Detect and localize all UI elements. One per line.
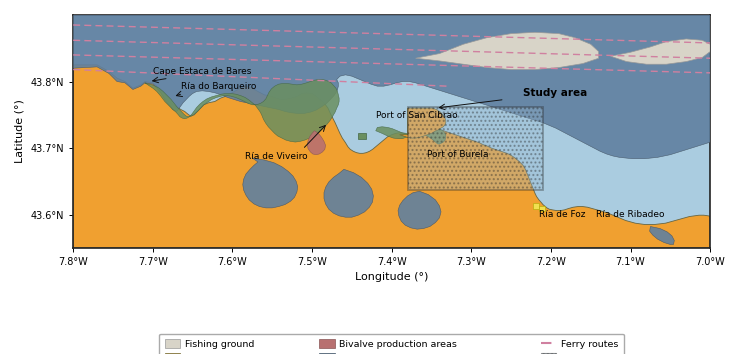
Polygon shape (376, 127, 445, 144)
Text: Cape Estaca de Bares: Cape Estaca de Bares (153, 67, 251, 76)
Polygon shape (416, 32, 599, 69)
Polygon shape (307, 131, 326, 155)
Text: Ría do Barqueiro: Ría do Barqueiro (181, 82, 257, 91)
Polygon shape (324, 169, 374, 217)
Polygon shape (243, 158, 297, 208)
Polygon shape (533, 203, 539, 209)
Polygon shape (400, 108, 445, 138)
Polygon shape (398, 191, 441, 229)
Bar (408, 107, 543, 190)
Text: Ría de Ribadeo: Ría de Ribadeo (596, 210, 665, 219)
Text: Port of Burela: Port of Burela (428, 150, 489, 159)
Polygon shape (73, 65, 710, 248)
Text: Port of San Cibrao: Port of San Cibrao (376, 111, 457, 120)
Polygon shape (650, 227, 674, 245)
Polygon shape (73, 15, 710, 159)
Polygon shape (358, 133, 366, 139)
Y-axis label: Latitude (°): Latitude (°) (15, 99, 25, 163)
Legend: Fishing ground, Mussel cultivation on rafts, Stock shellfish, Bivalve production: Fishing ground, Mussel cultivation on ra… (159, 333, 624, 354)
Polygon shape (145, 80, 339, 142)
Text: Ría de Foz: Ría de Foz (539, 210, 585, 219)
X-axis label: Longitude (°): Longitude (°) (355, 272, 428, 282)
Polygon shape (610, 39, 710, 64)
Text: Study area: Study area (523, 88, 588, 98)
Polygon shape (539, 206, 545, 211)
Text: Ría de Viveiro: Ría de Viveiro (245, 152, 308, 161)
